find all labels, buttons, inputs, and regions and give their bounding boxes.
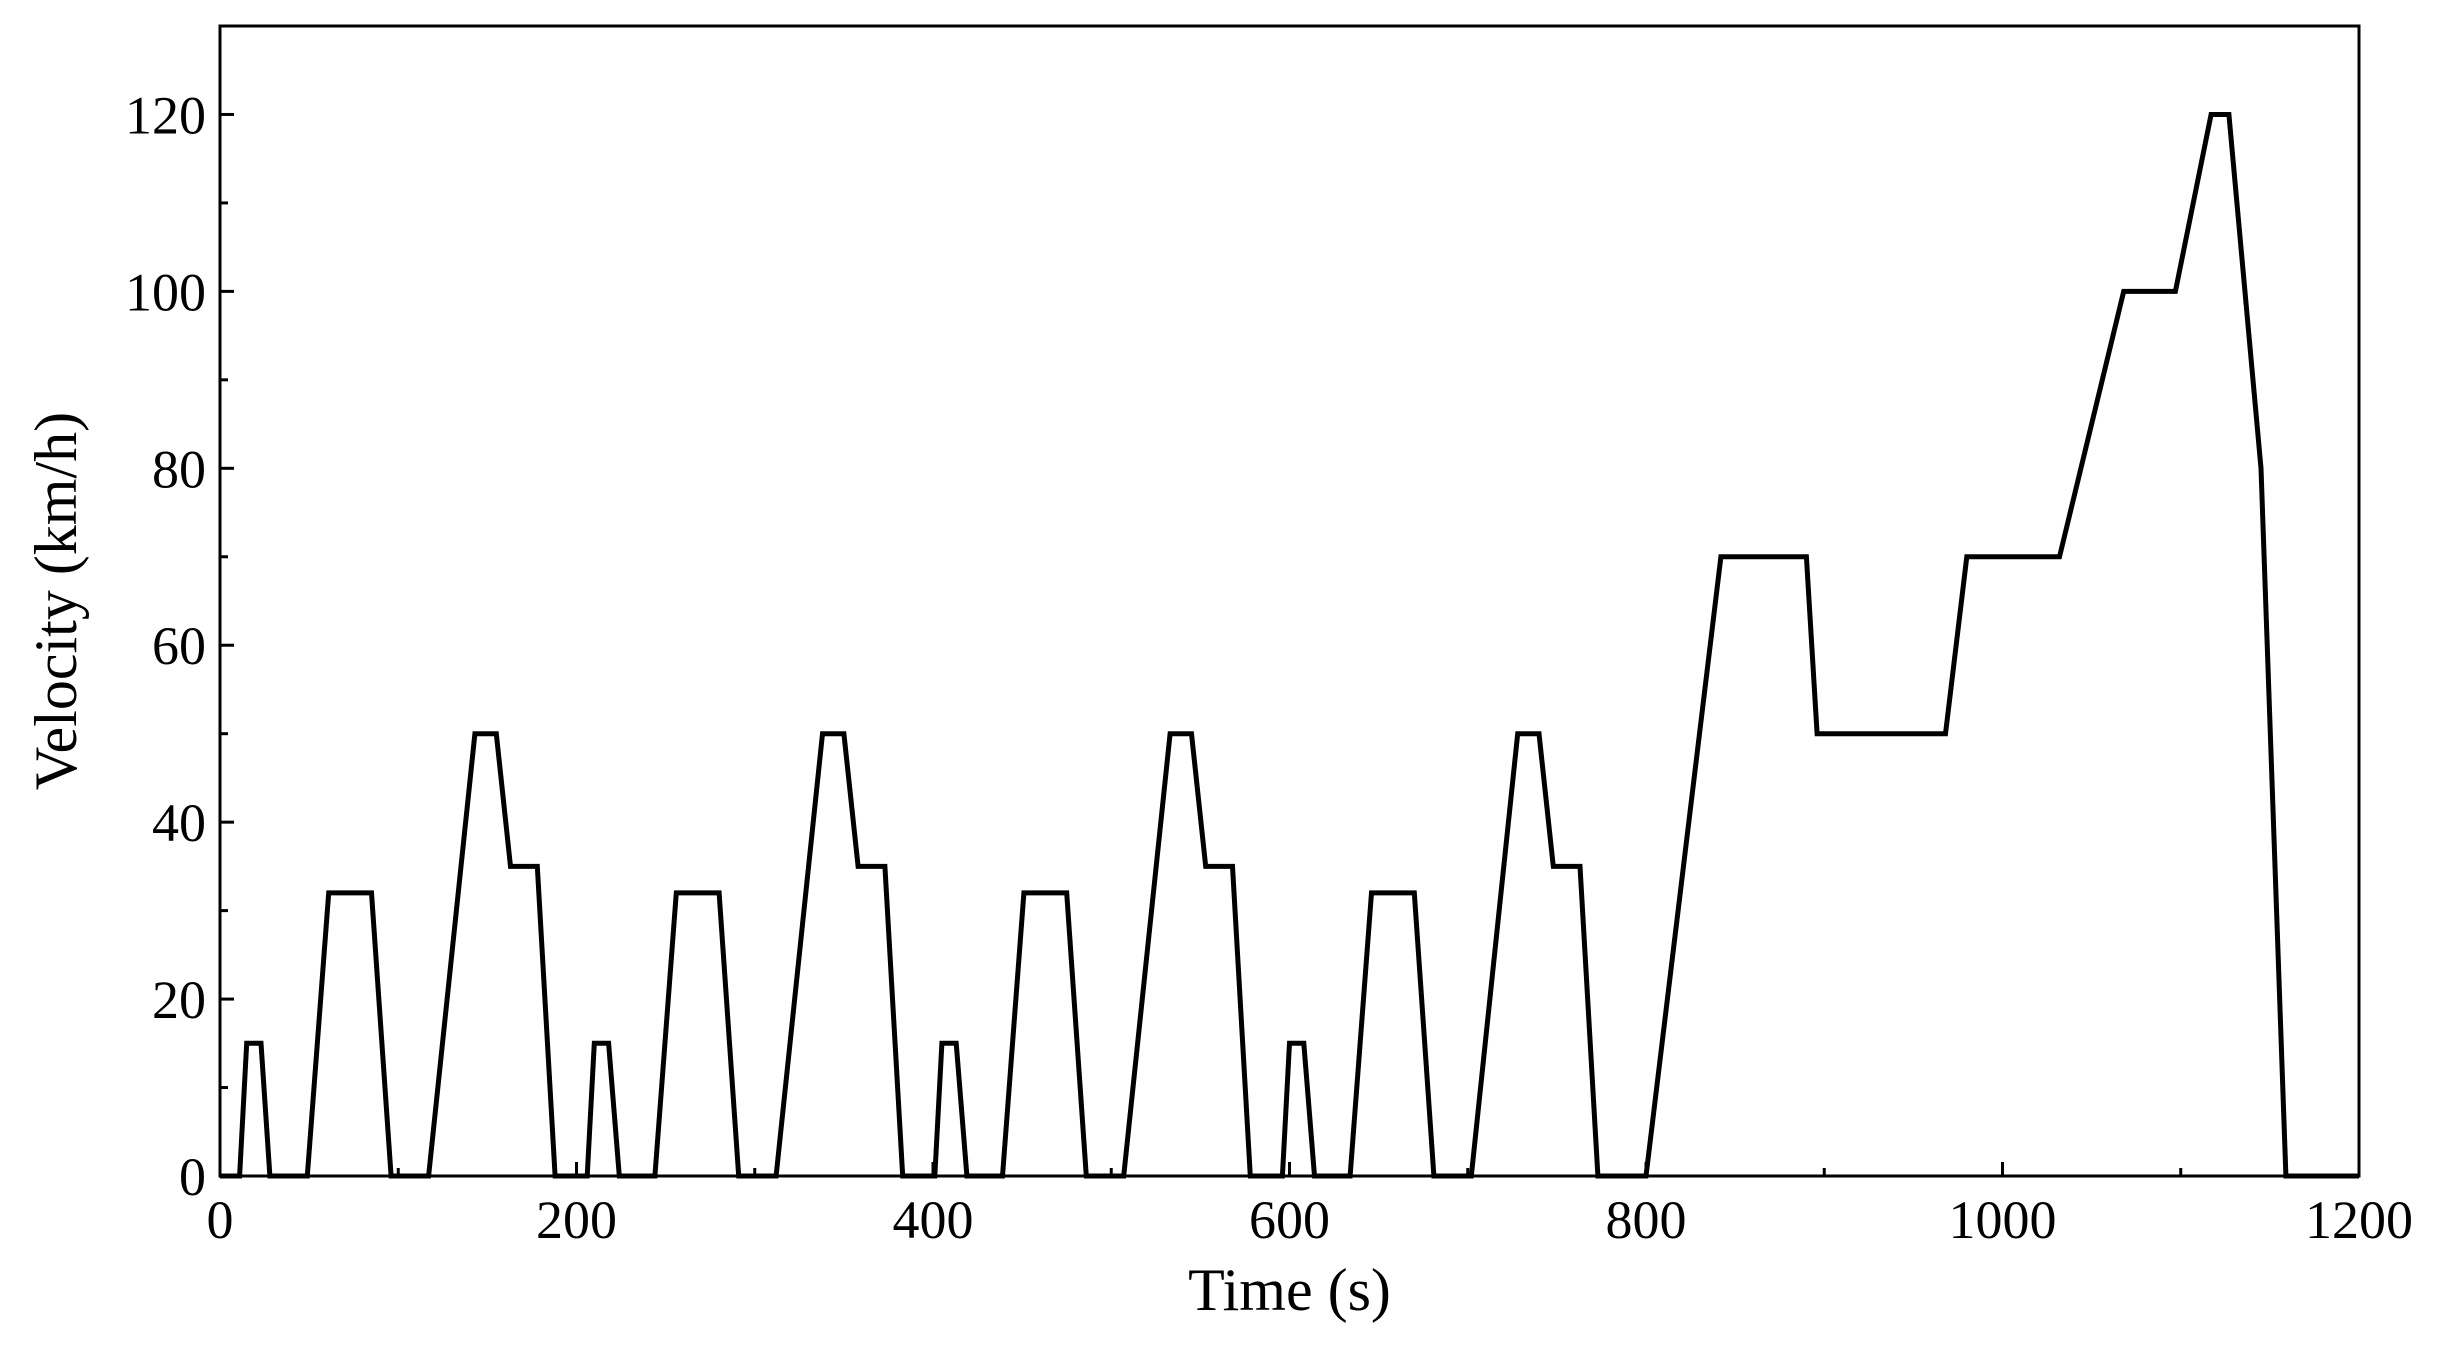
y-tick-label: 20 <box>152 970 206 1030</box>
y-axis-title: Velocity (km/h) <box>23 412 89 790</box>
tick-labels: 0 200 400 600 800 1000 1200 0 20 40 60 80 100 120 <box>125 85 2413 1250</box>
y-tick-label: 100 <box>125 262 206 322</box>
y-tick-label: 40 <box>152 793 206 853</box>
x-tick-label: 800 <box>1606 1190 1687 1250</box>
x-axis-title: Time (s) <box>1188 1257 1391 1323</box>
y-tick-label: 60 <box>152 616 206 676</box>
x-tick-label: 0 <box>207 1190 234 1250</box>
x-tick-label: 1000 <box>1949 1190 2057 1250</box>
y-tick-label: 0 <box>179 1147 206 1207</box>
axis-ticks <box>218 112 2361 1178</box>
y-tick-label: 120 <box>125 85 206 145</box>
x-tick-label: 600 <box>1249 1190 1330 1250</box>
series-line-velocity <box>220 112 2359 1179</box>
x-tick-label: 200 <box>536 1190 617 1250</box>
x-tick-label: 400 <box>893 1190 974 1250</box>
y-tick-label: 80 <box>152 439 206 499</box>
x-tick-label: 1200 <box>2305 1190 2413 1250</box>
plot-frame <box>218 24 2361 1178</box>
